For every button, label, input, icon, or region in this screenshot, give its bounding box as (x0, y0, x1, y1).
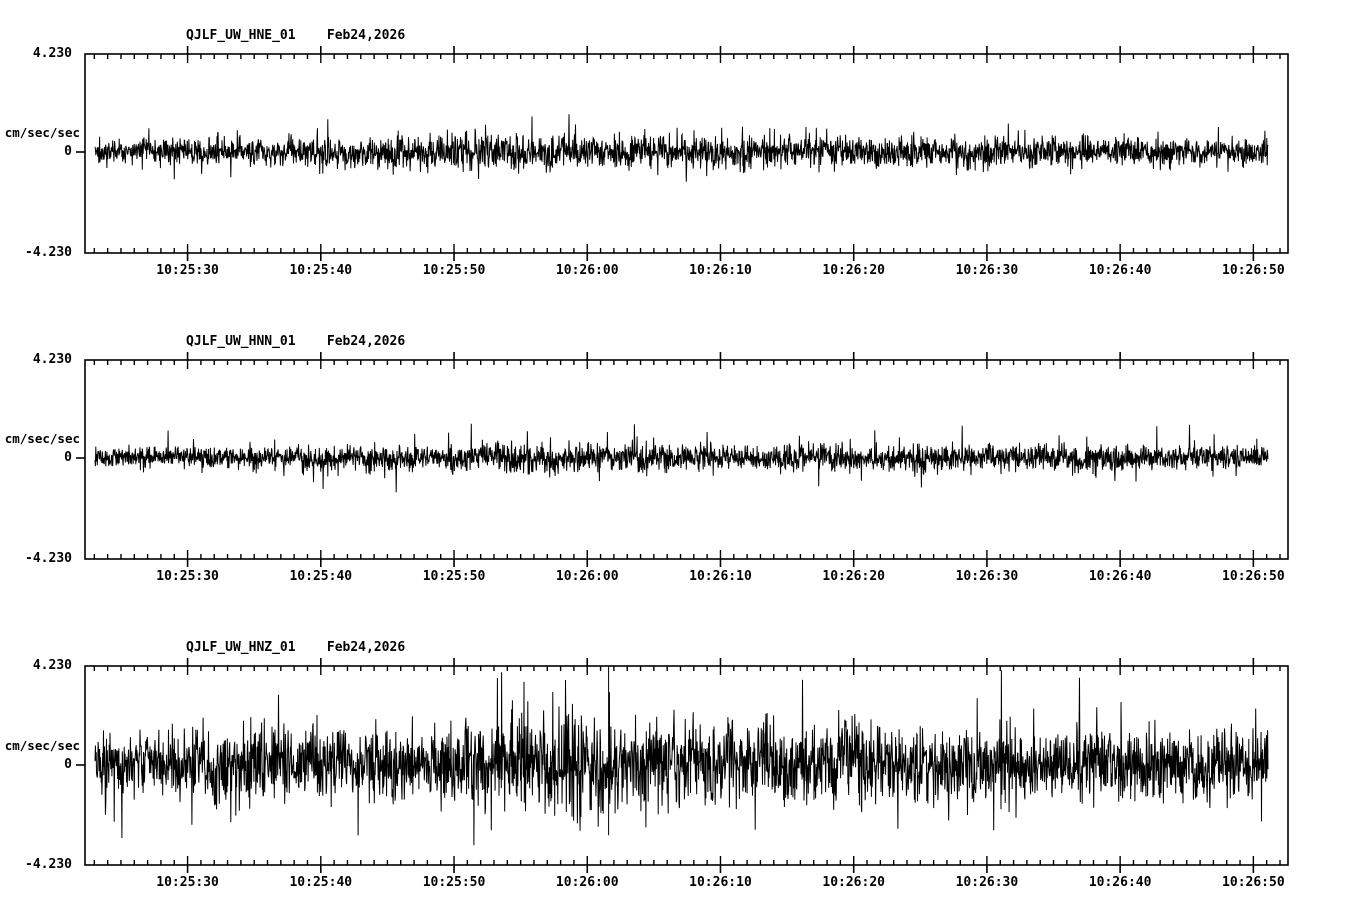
panel-title: QJLF_UW_HNE_01 Feb24,2026 (186, 28, 406, 43)
waveform-trace (94, 114, 1269, 182)
x-tick-label: 10:26:10 (689, 263, 752, 278)
plot-frame (84, 359, 1289, 560)
y-tick-label: 4.230 (32, 46, 72, 61)
y-tick-label: -4.230 (25, 857, 72, 872)
x-tick-label: 10:25:40 (289, 263, 353, 278)
x-tick-label: 10:25:30 (156, 569, 219, 584)
x-tick-label: 10:26:10 (689, 569, 752, 584)
x-tick-marks (93, 352, 1281, 567)
y-tick-label: 0 (64, 144, 72, 159)
waveform-trace (94, 670, 1269, 846)
x-tick-label: 10:26:40 (1088, 263, 1152, 278)
x-tick-label: 10:26:00 (555, 569, 619, 584)
x-tick-label: 10:26:30 (955, 875, 1019, 890)
x-tick-label: 10:26:30 (955, 263, 1019, 278)
y-tick-label: 4.230 (32, 352, 72, 367)
y-tick-label: 0 (64, 757, 72, 772)
x-tick-label: 10:26:50 (1222, 875, 1285, 890)
x-tick-label: 10:26:20 (822, 875, 885, 890)
x-tick-label: 10:25:30 (156, 875, 219, 890)
x-tick-label: 10:25:50 (422, 569, 486, 584)
y-tick-label: -4.230 (25, 245, 72, 260)
x-tick-label: 10:26:00 (555, 263, 619, 278)
x-tick-label: 10:26:20 (822, 263, 885, 278)
x-tick-label: 10:26:40 (1088, 875, 1152, 890)
y-axis-units-label: cm/sec/sec (4, 738, 80, 753)
plot-frame (84, 53, 1289, 254)
x-tick-label: 10:26:20 (822, 569, 885, 584)
y-tick-label: 0 (64, 450, 72, 465)
panel-title: QJLF_UW_HNZ_01 Feb24,2026 (186, 640, 406, 655)
x-tick-marks (93, 46, 1281, 261)
x-tick-label: 10:26:50 (1222, 569, 1285, 584)
x-tick-label: 10:25:40 (289, 875, 353, 890)
x-tick-label: 10:26:30 (955, 569, 1019, 584)
y-tick-label: 4.230 (32, 658, 72, 673)
y-tick-label: -4.230 (25, 551, 72, 566)
waveform-trace (94, 423, 1269, 493)
y-axis-units-label: cm/sec/sec (4, 125, 80, 140)
x-tick-label: 10:25:30 (156, 263, 219, 278)
x-tick-label: 10:25:50 (422, 263, 486, 278)
x-tick-label: 10:25:40 (289, 569, 353, 584)
x-tick-label: 10:26:00 (555, 875, 619, 890)
y-axis-units-label: cm/sec/sec (4, 431, 80, 446)
x-tick-label: 10:25:50 (422, 875, 486, 890)
x-tick-label: 10:26:50 (1222, 263, 1285, 278)
x-tick-marks (93, 658, 1281, 873)
x-tick-label: 10:26:10 (689, 875, 752, 890)
x-tick-label: 10:26:40 (1088, 569, 1152, 584)
panel-title: QJLF_UW_HNN_01 Feb24,2026 (186, 334, 406, 349)
plot-frame (84, 665, 1289, 866)
